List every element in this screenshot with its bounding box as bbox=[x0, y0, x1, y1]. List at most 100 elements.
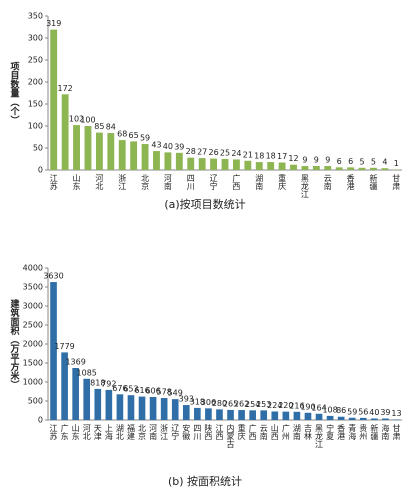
x-tick-label: 四川 bbox=[186, 174, 195, 190]
value-label: 9 bbox=[314, 156, 319, 165]
x-tick-label: 湖南 bbox=[292, 424, 301, 440]
bar bbox=[312, 166, 320, 170]
bar bbox=[94, 388, 102, 420]
value-label: 6 bbox=[337, 157, 342, 166]
value-label: 68 bbox=[117, 130, 127, 139]
x-tick-label: 云南 bbox=[323, 174, 332, 190]
bar bbox=[205, 408, 212, 420]
value-label: 40 bbox=[163, 142, 173, 151]
bar bbox=[187, 157, 195, 170]
bar bbox=[61, 352, 68, 420]
value-label: 9 bbox=[325, 156, 330, 165]
value-label: 818 bbox=[90, 378, 105, 387]
value-label: 253 bbox=[256, 400, 271, 409]
value-label: 578 bbox=[157, 388, 172, 397]
value-label: 6 bbox=[348, 157, 353, 166]
x-tick-label: 辽宁 bbox=[209, 174, 218, 190]
x-tick-label: 浙江 bbox=[118, 173, 127, 191]
x-tick-label: 宁夏 bbox=[326, 423, 335, 440]
value-label: 39 bbox=[380, 408, 390, 417]
y-tick-label: 2500 bbox=[23, 321, 43, 330]
y-tick-label: 0 bbox=[38, 166, 43, 175]
value-label: 84 bbox=[106, 123, 116, 132]
bar bbox=[50, 29, 58, 170]
value-label: 56 bbox=[358, 407, 368, 416]
value-label: 59 bbox=[140, 134, 150, 143]
x-tick-label: 江苏 bbox=[49, 174, 58, 191]
x-tick-label: 山西 bbox=[270, 423, 279, 441]
value-label: 9 bbox=[302, 156, 307, 165]
bar bbox=[73, 125, 80, 170]
bar bbox=[72, 367, 79, 420]
value-label: 24 bbox=[231, 149, 241, 158]
x-tick-label: 吉林 bbox=[303, 424, 312, 441]
value-label: 26 bbox=[208, 148, 218, 157]
value-label: 85 bbox=[94, 122, 104, 131]
value-label: 1 bbox=[394, 159, 399, 168]
value-label: 86 bbox=[336, 406, 346, 415]
x-tick-label: 江西 bbox=[215, 424, 224, 441]
value-label: 280 bbox=[212, 399, 227, 408]
value-label: 28 bbox=[186, 147, 196, 156]
bar bbox=[182, 405, 190, 420]
bar bbox=[50, 282, 57, 420]
bar bbox=[116, 394, 124, 420]
value-label: 1369 bbox=[65, 357, 85, 366]
value-label: 224 bbox=[267, 401, 282, 410]
bar bbox=[171, 399, 179, 420]
value-label: 3630 bbox=[43, 272, 63, 281]
x-tick-label: 河南 bbox=[163, 173, 172, 190]
bar bbox=[301, 166, 309, 170]
bar bbox=[282, 411, 290, 420]
value-label: 190 bbox=[300, 402, 315, 411]
value-label: 319 bbox=[46, 19, 61, 28]
y-tick-label: 2000 bbox=[23, 340, 43, 349]
value-label: 18 bbox=[266, 152, 276, 161]
y-tick-label: 4000 bbox=[23, 264, 43, 273]
x-tick-label: 重庆 bbox=[278, 173, 287, 191]
x-tick-label: 河南 bbox=[149, 423, 158, 440]
bar bbox=[175, 152, 183, 170]
x-tick-label: 湖北 bbox=[115, 424, 124, 441]
x-tick-label: 云南 bbox=[259, 424, 268, 440]
bar bbox=[382, 418, 389, 420]
bar bbox=[138, 396, 146, 420]
x-tick-label: 海南 bbox=[381, 423, 390, 440]
bar bbox=[271, 411, 279, 420]
bar bbox=[278, 162, 286, 170]
value-label: 616 bbox=[134, 386, 149, 395]
bar bbox=[95, 132, 103, 170]
bar bbox=[216, 409, 223, 420]
bar bbox=[381, 168, 389, 170]
bar bbox=[335, 167, 343, 170]
value-label: 1779 bbox=[54, 342, 74, 351]
value-label: 5 bbox=[371, 157, 376, 166]
value-label: 102 bbox=[69, 115, 84, 124]
value-label: 393 bbox=[179, 395, 194, 404]
x-tick-label: 上海 bbox=[104, 424, 113, 441]
x-tick-label: 河北 bbox=[95, 173, 104, 191]
value-label: 59 bbox=[347, 407, 357, 416]
value-label: 676 bbox=[112, 384, 127, 393]
value-label: 40 bbox=[369, 408, 379, 417]
x-tick-label: 甘肃 bbox=[392, 423, 401, 441]
value-label: 792 bbox=[101, 379, 116, 388]
value-label: 17 bbox=[277, 152, 287, 161]
bar bbox=[127, 395, 135, 420]
y-tick-label: 250 bbox=[28, 56, 43, 65]
bar bbox=[221, 159, 229, 170]
bar bbox=[371, 418, 378, 420]
x-tick-label: 黑龙江 bbox=[300, 174, 309, 199]
bar bbox=[118, 140, 126, 170]
y-tick-label: 1000 bbox=[23, 378, 43, 387]
x-tick-label: 辽宁 bbox=[171, 424, 180, 440]
x-tick-label: 贵州 bbox=[359, 423, 368, 440]
bar bbox=[160, 398, 168, 420]
bar bbox=[249, 410, 256, 420]
x-tick-label: 天津 bbox=[93, 424, 102, 441]
x-tick-label: 湖南 bbox=[255, 174, 264, 190]
bar bbox=[337, 416, 345, 420]
value-label: 65 bbox=[129, 131, 139, 140]
x-tick-label: 河北 bbox=[82, 423, 91, 441]
x-tick-label: 浙江 bbox=[160, 423, 169, 441]
